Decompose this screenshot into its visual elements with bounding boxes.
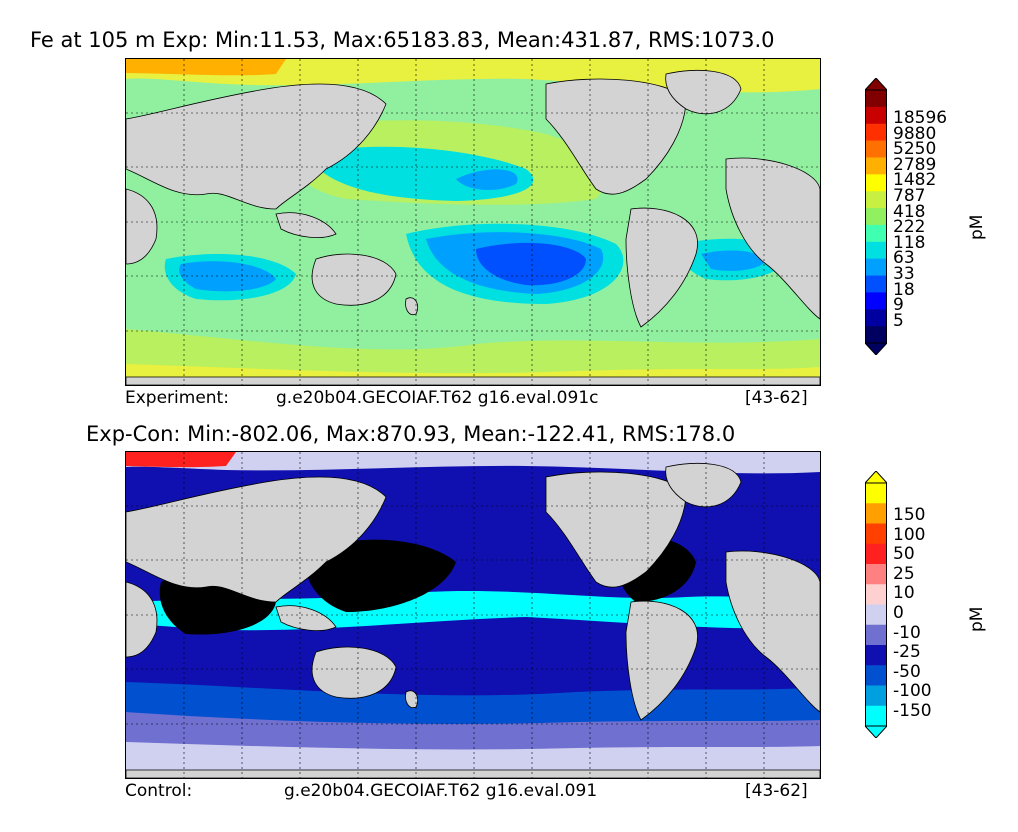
bottom-colorbar-segment — [865, 645, 887, 666]
top-colorbar-segment — [865, 174, 887, 192]
top-colorbar-tick-label: 787 — [893, 186, 926, 206]
top-colorbar-tick-label: 9 — [893, 295, 904, 316]
top-gridlines — [126, 59, 820, 385]
top-colorbar-tick-label: 33 — [893, 264, 915, 284]
top-colorbar-segment — [865, 208, 887, 226]
bottom-colorbar-tick-label: -100 — [893, 681, 932, 702]
top-colorbar-tick-label: 222 — [893, 217, 926, 238]
top-colorbar-tick-label: 5 — [893, 310, 904, 331]
bottom-arctic-light — [126, 452, 820, 474]
top-colorbar-segment — [865, 309, 887, 327]
bottom-colorbar-tick-label: -10 — [893, 622, 921, 643]
top-colorbar-min-arrow — [865, 342, 887, 355]
top-colorbar-tick-label: 18 — [893, 279, 915, 300]
top-spac-core — [476, 242, 586, 286]
bottom-caption-case: g.e20b04.GECOIAF.T62 g16.eval.091 — [284, 781, 598, 801]
top-colorbar-svg — [865, 78, 887, 355]
top-caption-label: Experiment: — [125, 388, 229, 408]
bottom-colorbar-segment — [865, 483, 887, 504]
top-colorbar-tick-label: 1482 — [893, 170, 937, 191]
top-land — [126, 69, 820, 385]
top-map-title: Fe at 105 m Exp: Min:11.53, Max:65183.83… — [30, 28, 775, 52]
top-colorbar-segment — [865, 292, 887, 310]
bottom-colorbar-frame — [865, 482, 887, 727]
bottom-colorbar-min-arrow — [865, 725, 887, 738]
bottom-map-plot — [125, 451, 821, 779]
top-colorbar-segment — [865, 106, 887, 125]
top-colorbar-tick-label: 18596 — [893, 108, 948, 128]
bottom-colorbar-segment — [865, 665, 887, 686]
bottom-colorbar-tick-label: -50 — [893, 661, 921, 682]
bottom-colorbar-tick-label: -25 — [893, 642, 921, 663]
bottom-land — [126, 462, 820, 778]
bottom-colorbar-svg — [865, 471, 887, 738]
bottom-colorbar-tick-label: 10 — [893, 583, 915, 604]
top-colorbar-tick-label: 9880 — [893, 123, 937, 144]
top-colorbar-unit: pM — [967, 214, 987, 240]
bottom-colorbar-tick-label: 100 — [893, 524, 926, 545]
bottom-caption-years: [43-62] — [745, 781, 808, 801]
top-arctic-orange — [126, 59, 286, 76]
bottom-colorbar-tick-label: 0 — [893, 603, 904, 623]
bottom-colorbar-tick-label: 25 — [893, 563, 915, 584]
bottom-colorbar-max-arrow — [865, 471, 887, 484]
top-colorbar-segment — [865, 123, 887, 142]
top-npac-core — [456, 169, 518, 191]
top-colorbar-segment — [865, 157, 887, 175]
top-map-plot — [125, 58, 821, 386]
bottom-colorbar-segment — [865, 604, 887, 626]
bottom-colorbar-tick-label: -150 — [893, 701, 932, 721]
top-colorbar-segment — [865, 140, 887, 158]
bottom-colorbar-segment — [865, 503, 887, 524]
bottom-colorbar-segment — [865, 705, 887, 727]
bottom-gridlines — [126, 452, 820, 778]
top-satl-core — [701, 250, 766, 271]
top-colorbar-tick-label: 2789 — [893, 154, 937, 175]
top-colorbar-segment — [865, 191, 887, 209]
top-colorbar-segment — [865, 224, 887, 243]
top-map-canvas — [126, 59, 820, 385]
bottom-colorbar-segment — [865, 584, 887, 605]
top-colorbar-tick-label: 63 — [893, 248, 915, 269]
bottom-map-title: Exp-Con: Min:-802.06, Max:870.93, Mean:-… — [86, 422, 736, 446]
bottom-colorbar-segment — [865, 523, 887, 545]
bottom-colorbar-tick-label: 50 — [893, 544, 915, 565]
top-colorbar-segment — [865, 90, 887, 108]
bottom-colorbar-unit: pM — [967, 606, 987, 632]
top-colorbar-max-arrow — [865, 78, 887, 91]
top-colorbar-segment — [865, 326, 887, 344]
top-colorbar-tick-label: 5250 — [893, 139, 937, 160]
top-colorbar — [865, 78, 887, 355]
top-colorbar-segment — [865, 275, 887, 293]
bottom-colorbar-segment — [865, 543, 887, 565]
top-colorbar-segment — [865, 241, 887, 260]
bottom-pacific-black — [305, 539, 456, 612]
bottom-antarctic-light — [126, 742, 820, 778]
top-colorbar-segment — [865, 258, 887, 277]
bottom-colorbar-tick-label: 150 — [893, 505, 926, 525]
bottom-colorbar-segment — [865, 685, 887, 707]
bottom-colorbar — [865, 471, 887, 745]
top-colorbar-tick-label: 118 — [893, 232, 926, 253]
top-colorbar-frame — [865, 89, 887, 344]
bottom-caption-label: Control: — [125, 781, 193, 801]
bottom-arctic-red — [126, 452, 236, 468]
top-caption-case: g.e20b04.GECOIAF.T62 g16.eval.091c — [276, 388, 599, 408]
bottom-colorbar-segment — [865, 564, 887, 585]
top-colorbar-tick-label: 418 — [893, 201, 926, 222]
bottom-colorbar-segment — [865, 624, 887, 646]
bottom-map-canvas — [126, 452, 820, 778]
top-caption-years: [43-62] — [745, 388, 808, 408]
